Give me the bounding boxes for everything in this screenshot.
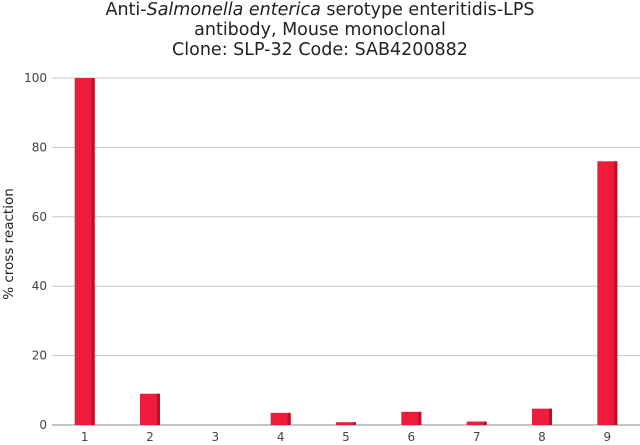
bar-shade	[549, 408, 552, 425]
title-prefix: Anti-	[105, 0, 147, 20]
y-tick-label: 20	[32, 349, 47, 363]
chart-title: Anti-Salmonella enterica serotype enteri…	[0, 0, 640, 60]
bar	[597, 161, 618, 425]
bar	[74, 78, 95, 425]
bar	[336, 422, 356, 425]
bar-shade	[287, 412, 291, 425]
x-tick-labels: 1 2 3 4 5 6 7 8 9	[81, 430, 611, 444]
bar-shade	[418, 411, 422, 425]
y-tick-label: 0	[39, 418, 47, 432]
bar-shade	[614, 161, 618, 425]
bar-shade	[483, 421, 487, 425]
bar-shade	[91, 78, 95, 425]
gridlines	[52, 77, 640, 426]
chart-title-line-3: Clone: SLP-32 Code: SAB4200882	[172, 40, 468, 60]
x-tick-label: 4	[277, 430, 285, 444]
bar-shade	[353, 422, 356, 425]
x-tick-label: 6	[408, 430, 416, 444]
x-tick-label: 5	[342, 430, 350, 444]
x-tick-label: 9	[604, 430, 612, 444]
bar	[270, 412, 291, 425]
y-axis-title: % cross reaction	[1, 188, 17, 300]
y-tick-label: 60	[32, 210, 47, 224]
x-tick-label: 3	[212, 430, 220, 444]
bar	[466, 421, 487, 425]
title-suffix: serotype enteritidis-LPS	[320, 0, 535, 20]
bar	[401, 411, 422, 425]
x-tick-label: 1	[81, 430, 89, 444]
title-species: Salmonella enterica	[146, 0, 321, 20]
y-tick-labels: 0 20 40 60 80 100	[24, 71, 47, 432]
x-tick-label: 7	[473, 430, 481, 444]
chart-title-line-2: antibody, Mouse monoclonal	[194, 20, 446, 40]
x-tick-label: 8	[538, 430, 546, 444]
bars	[74, 78, 618, 425]
bar	[140, 393, 160, 425]
x-tick-label: 2	[146, 430, 154, 444]
bar-shade	[157, 393, 160, 425]
y-tick-label: 100	[24, 71, 47, 85]
y-tick-label: 40	[32, 279, 47, 293]
y-tick-label: 80	[32, 140, 47, 154]
chart-title-line-1: Anti-Salmonella enterica serotype enteri…	[0, 0, 640, 20]
bar	[532, 408, 552, 425]
